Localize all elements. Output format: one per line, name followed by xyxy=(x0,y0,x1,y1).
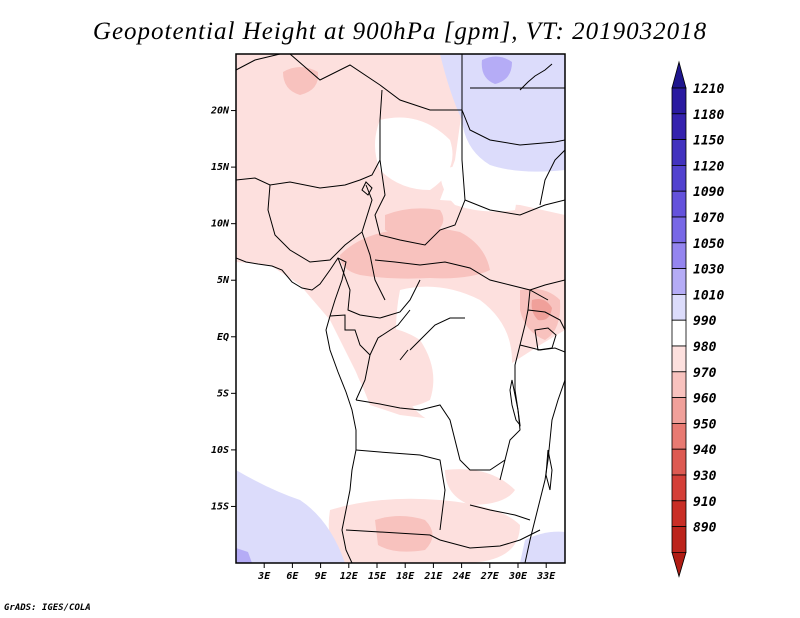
x-tick-label: 3E xyxy=(257,571,271,582)
colorbar-swatch xyxy=(671,422,687,450)
field-region-sw-bluemid xyxy=(236,548,252,563)
colorbar-label: 930 xyxy=(693,469,717,484)
border-cameroon xyxy=(337,231,421,319)
x-tick-label: 15E xyxy=(368,571,387,582)
colorbar-swatch xyxy=(671,474,687,502)
lake-malawi xyxy=(545,449,553,491)
field-region-egypt-bluemid xyxy=(481,56,512,84)
y-tick-label: 10S xyxy=(211,445,229,456)
border-drc-east xyxy=(499,289,531,481)
x-tick-label: 18E xyxy=(396,571,415,582)
colorbar-swatch xyxy=(671,216,687,244)
colorbar-swatch xyxy=(671,87,687,115)
colorbar-swatch xyxy=(671,139,687,166)
border-gabon-congo xyxy=(329,309,411,401)
geopotential-field xyxy=(236,54,565,563)
border-car xyxy=(374,259,549,301)
chart-title: Geopotential Height at 900hPa [gpm], VT:… xyxy=(92,18,708,45)
y-tick-label: 15S xyxy=(211,501,229,512)
colorbar-swatch xyxy=(671,345,687,373)
field-region-north-mid xyxy=(283,67,319,95)
lake-tanganyika xyxy=(509,379,521,427)
field-region-zambia-pink xyxy=(445,469,515,505)
colorbar-label: 1030 xyxy=(693,263,724,278)
y-tick-label: 10N xyxy=(211,219,230,230)
border-niger-nigeria xyxy=(267,184,373,263)
redsea-coast xyxy=(470,63,565,91)
field-region-cameroon-mid xyxy=(340,227,490,279)
coastline-west-africa xyxy=(236,257,357,563)
grads-credit: GrADS: IGES/COLA xyxy=(4,603,91,613)
y-tick-label: 5N xyxy=(217,275,230,286)
x-tick-label: 6E xyxy=(286,571,299,582)
border-chad xyxy=(374,110,466,246)
x-tick-label: 9E xyxy=(315,571,328,582)
colorbar-swatch xyxy=(671,319,687,347)
colorbar-swatch xyxy=(671,448,687,476)
colorbar: 1210 1180 1150 1120 1090 1070 1050 1030 1010 990 9… xyxy=(671,60,724,578)
map-frame xyxy=(235,53,566,564)
colorbar-label: 990 xyxy=(693,314,717,329)
colorbar-swatch xyxy=(671,293,687,321)
x-tick-label: 21E xyxy=(423,571,443,582)
colorbar-top-tip xyxy=(671,60,687,89)
x-tick-label: 30E xyxy=(508,571,528,582)
x-tick-label: 12E xyxy=(340,571,359,582)
field-region-atlantic-blue xyxy=(236,470,345,563)
colorbar-swatch xyxy=(671,164,687,192)
colorbar-label: 940 xyxy=(693,443,717,458)
country-borders xyxy=(236,54,565,563)
x-tick-label: 27E xyxy=(480,571,500,582)
field-region-egypt-blue xyxy=(440,54,565,172)
colorbar-label: 960 xyxy=(693,392,717,407)
colorbar-label: 970 xyxy=(693,366,717,381)
x-axis: 3E 6E 9E 12E 15E 18E 21E 24E 27E 30E 33E xyxy=(257,563,556,582)
colorbar-label: 1180 xyxy=(693,108,724,123)
x-tick-label: 24E xyxy=(452,571,472,582)
colorbar-label: 1150 xyxy=(693,134,724,149)
border-zambia-south xyxy=(439,504,541,549)
congo-river xyxy=(399,317,465,361)
colorbar-label: 1010 xyxy=(693,288,724,303)
colorbar-label: 1090 xyxy=(693,185,724,200)
colorbar-label: 1120 xyxy=(693,159,724,174)
colorbar-label: 890 xyxy=(693,521,717,536)
colorbar-swatch xyxy=(671,190,687,218)
colorbar-swatch xyxy=(671,113,687,141)
colorbar-label: 950 xyxy=(693,417,717,432)
colorbar-swatch xyxy=(671,242,687,270)
border-sudan xyxy=(461,109,565,216)
colorbar-swatch xyxy=(671,371,687,398)
field-region-chad-white xyxy=(440,166,516,212)
colorbar-bottom-tip xyxy=(671,552,687,578)
y-tick-label: 15N xyxy=(211,162,230,173)
y-tick-label: 5S xyxy=(217,388,229,399)
colorbar-label: 910 xyxy=(693,495,717,510)
border-mali-algeria xyxy=(236,54,463,111)
field-region-southeast-blue xyxy=(520,531,565,563)
colorbar-label: 980 xyxy=(693,340,717,355)
y-tick-label: EQ xyxy=(217,332,229,343)
colorbar-swatch xyxy=(671,526,687,553)
colorbar-label: 1050 xyxy=(693,237,724,252)
field-region-sahara-white xyxy=(375,117,453,190)
colorbar-label: 1070 xyxy=(693,211,724,226)
y-axis: 20N 15N 10N 5N EQ 5S 10S 15S xyxy=(210,106,236,512)
field-region-nigeria-mid xyxy=(385,208,444,236)
border-sahel xyxy=(236,89,383,189)
y-tick-label: 20N xyxy=(210,106,230,117)
colorbar-label: 1210 xyxy=(693,82,724,97)
field-region-kivu-dark xyxy=(531,299,552,321)
lake-chad xyxy=(361,181,373,196)
border-ethiopia xyxy=(539,149,565,206)
lake-victoria xyxy=(534,327,557,351)
colorbar-swatch xyxy=(671,397,687,424)
border-angola xyxy=(345,399,506,541)
colorbar-swatch xyxy=(671,268,687,295)
colorbar-swatch xyxy=(671,500,687,527)
x-tick-label: 33E xyxy=(536,571,556,582)
